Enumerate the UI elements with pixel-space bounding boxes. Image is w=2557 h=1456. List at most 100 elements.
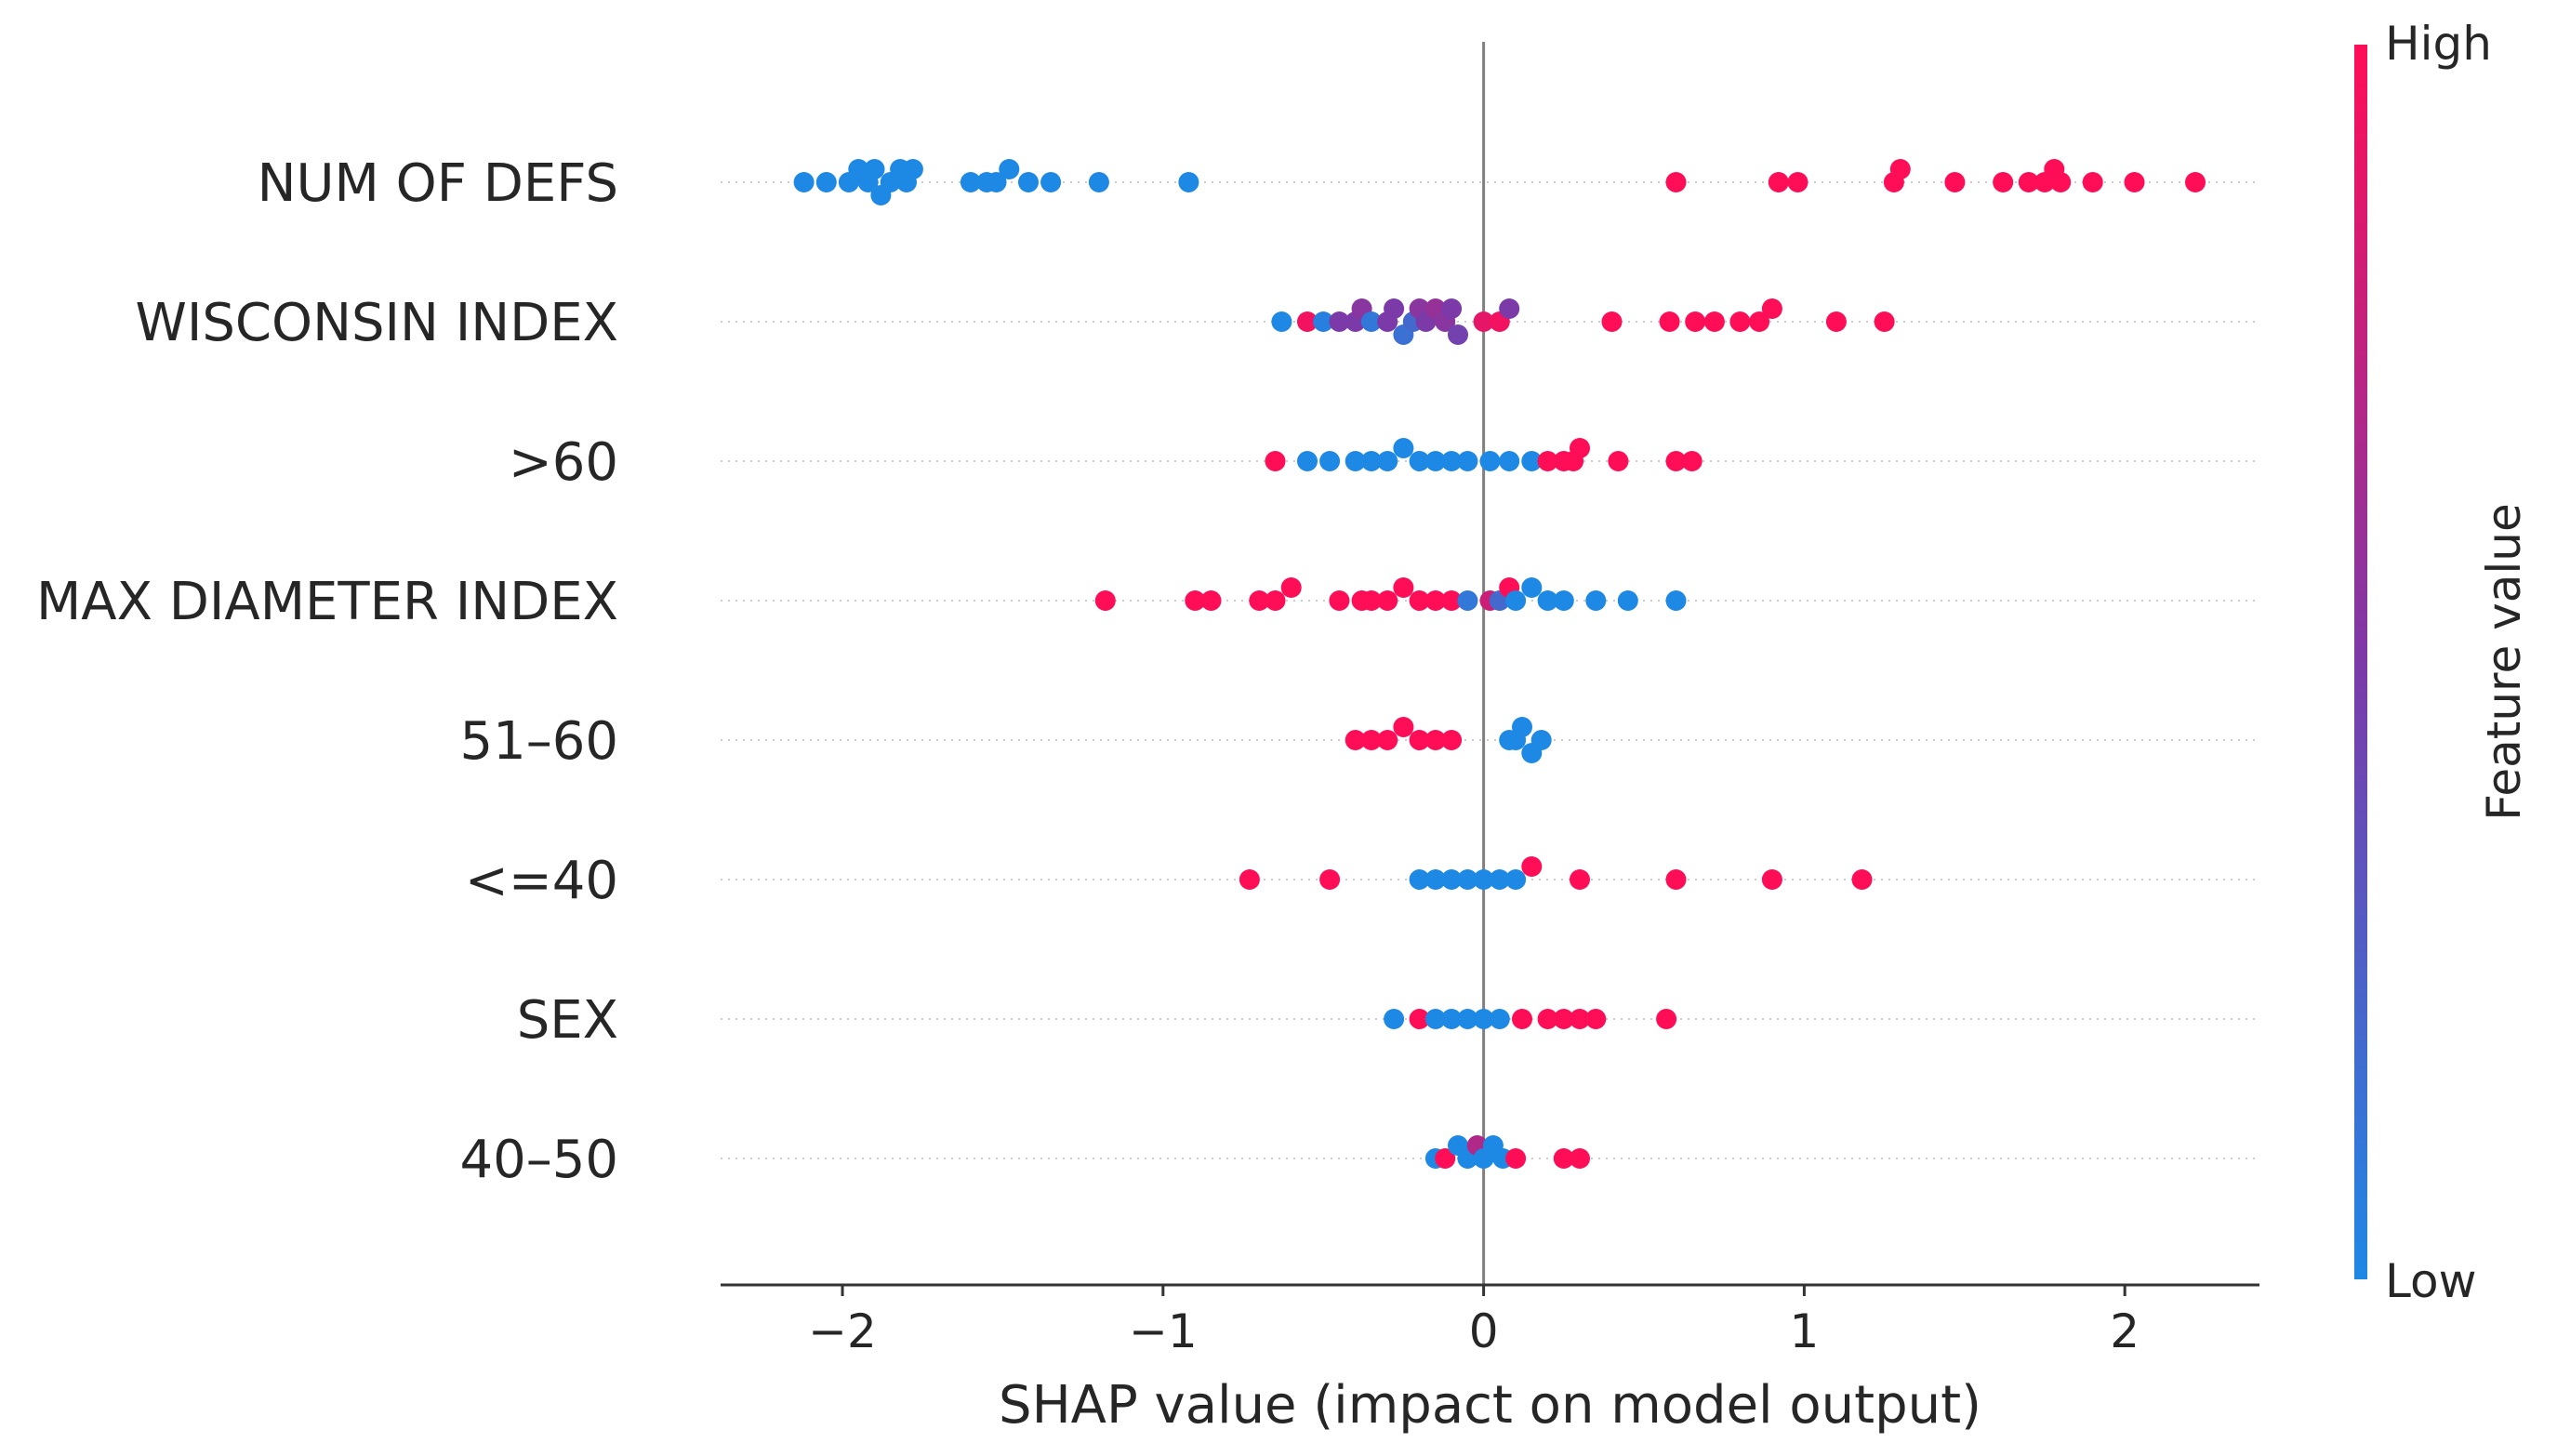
data-point bbox=[1665, 869, 1687, 890]
data-point bbox=[1409, 869, 1430, 890]
data-point bbox=[1665, 590, 1687, 611]
data-point bbox=[1585, 590, 1607, 611]
data-point bbox=[1377, 590, 1398, 611]
data-point bbox=[1530, 730, 1552, 750]
data-point bbox=[1441, 451, 1463, 471]
x-tick-label: −2 bbox=[808, 1304, 877, 1358]
data-point bbox=[999, 159, 1020, 179]
x-tick-label: 0 bbox=[1469, 1304, 1499, 1358]
data-point bbox=[1473, 869, 1494, 890]
feature-label: NUM OF DEFS bbox=[258, 153, 618, 214]
data-point bbox=[1271, 311, 1292, 332]
data-point bbox=[1393, 717, 1414, 737]
data-point bbox=[1570, 1009, 1590, 1029]
data-point bbox=[1512, 717, 1532, 737]
data-point bbox=[1185, 590, 1206, 611]
data-point bbox=[1360, 730, 1382, 750]
feature-label: MAX DIAMETER INDEX bbox=[36, 572, 618, 632]
colorbar-title: Feature value bbox=[2477, 503, 2531, 820]
data-point bbox=[1424, 1009, 1446, 1029]
data-point bbox=[1553, 590, 1574, 611]
data-point bbox=[1329, 590, 1350, 611]
data-point bbox=[1345, 730, 1366, 750]
data-point bbox=[1479, 451, 1501, 471]
data-point bbox=[1393, 577, 1414, 598]
feature-label: 40–50 bbox=[459, 1130, 618, 1190]
data-point bbox=[864, 159, 885, 179]
data-point bbox=[1489, 869, 1510, 890]
data-point bbox=[1499, 451, 1520, 471]
data-point bbox=[1703, 311, 1725, 332]
data-point bbox=[1749, 311, 1770, 332]
data-point bbox=[1617, 590, 1638, 611]
data-point bbox=[1659, 311, 1680, 332]
x-tick-label: 1 bbox=[1789, 1304, 1819, 1358]
feature-label: >60 bbox=[509, 432, 618, 493]
data-point bbox=[960, 172, 981, 192]
x-axis-ticks: −2 −1 0 1 2 bbox=[808, 1285, 2140, 1358]
x-axis-label: SHAP value (impact on model output) bbox=[999, 1375, 1981, 1436]
data-point bbox=[1537, 451, 1558, 471]
data-point bbox=[1424, 451, 1446, 471]
feature-labels: NUM OF DEFS WISCONSIN INDEX >60 MAX DIAMETE… bbox=[36, 153, 618, 1190]
data-point bbox=[1499, 298, 1520, 319]
data-point bbox=[1200, 590, 1222, 611]
data-point bbox=[1178, 172, 1199, 192]
data-point bbox=[1094, 590, 1116, 611]
data-point bbox=[986, 172, 1007, 192]
data-point bbox=[1944, 172, 1966, 192]
data-point bbox=[1018, 172, 1039, 192]
data-point bbox=[1265, 590, 1286, 611]
data-point bbox=[1360, 311, 1382, 332]
feature-label: WISCONSIN INDEX bbox=[135, 293, 618, 353]
data-point bbox=[1409, 590, 1430, 611]
data-point bbox=[1319, 869, 1341, 890]
data-point bbox=[1761, 298, 1782, 319]
data-point bbox=[1457, 590, 1478, 611]
feature-label: SEX bbox=[517, 990, 618, 1051]
data-point bbox=[793, 172, 815, 192]
data-point bbox=[1409, 730, 1430, 750]
data-point bbox=[1681, 451, 1702, 471]
data-point bbox=[1313, 311, 1334, 332]
data-point bbox=[1512, 1009, 1532, 1029]
data-point bbox=[1505, 1148, 1527, 1169]
data-point bbox=[1570, 438, 1590, 458]
data-point bbox=[1360, 590, 1382, 611]
data-point bbox=[1553, 1009, 1574, 1029]
data-point bbox=[1585, 1009, 1607, 1029]
data-point bbox=[1280, 577, 1302, 598]
data-point bbox=[1665, 451, 1687, 471]
data-point bbox=[1601, 311, 1623, 332]
data-point bbox=[1297, 451, 1318, 471]
data-point bbox=[1457, 869, 1478, 890]
data-point bbox=[1505, 590, 1527, 611]
data-point bbox=[1345, 451, 1366, 471]
data-point bbox=[1329, 311, 1350, 332]
data-point bbox=[1851, 869, 1873, 890]
data-point bbox=[1360, 451, 1382, 471]
data-point bbox=[1729, 311, 1751, 332]
data-point bbox=[1768, 172, 1789, 192]
data-point bbox=[1761, 869, 1782, 890]
data-point bbox=[815, 172, 837, 192]
data-point bbox=[2050, 172, 2072, 192]
x-tick-label: 2 bbox=[2110, 1304, 2140, 1358]
data-point bbox=[1377, 451, 1398, 471]
data-point bbox=[1297, 311, 1318, 332]
data-point bbox=[1505, 869, 1527, 890]
data-point bbox=[1384, 1009, 1405, 1029]
data-point bbox=[1537, 1009, 1558, 1029]
data-point bbox=[1088, 172, 1109, 192]
data-point bbox=[2185, 172, 2206, 192]
data-point bbox=[2018, 172, 2039, 192]
data-point bbox=[1993, 172, 2014, 192]
data-point bbox=[1319, 451, 1341, 471]
data-point bbox=[1473, 311, 1494, 332]
data-points bbox=[793, 159, 2206, 1169]
data-point bbox=[1040, 172, 1062, 192]
data-point bbox=[1441, 730, 1463, 750]
data-point bbox=[1537, 590, 1558, 611]
data-point bbox=[1424, 730, 1446, 750]
data-point bbox=[1665, 172, 1687, 192]
